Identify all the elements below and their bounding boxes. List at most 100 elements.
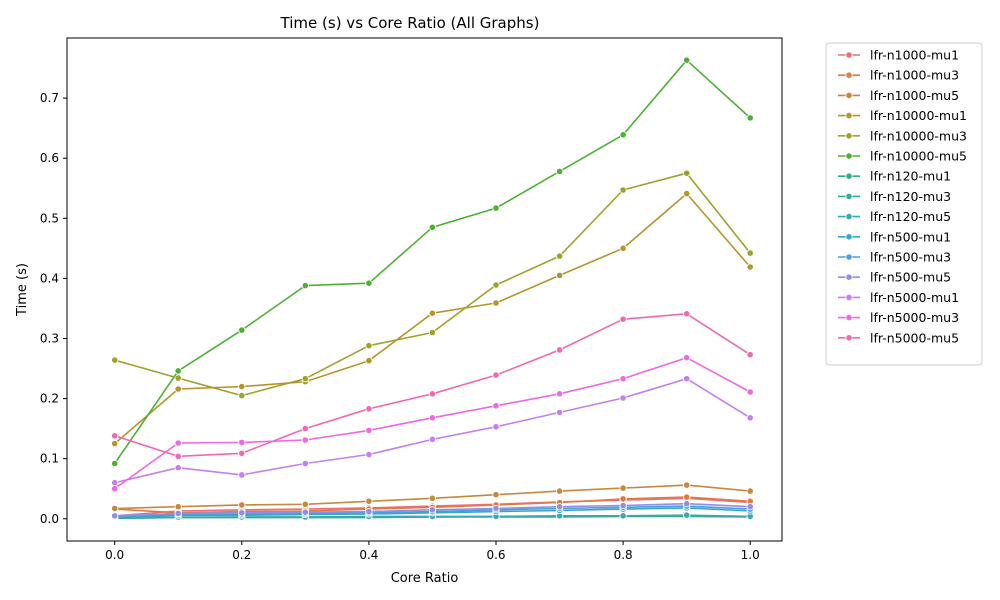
data-point: [238, 501, 246, 509]
legend-item: lfr-n10000-mu1: [838, 108, 967, 123]
y-tick-label: 0.1: [40, 452, 59, 466]
legend-marker-swatch: [845, 172, 853, 180]
data-point: [365, 342, 373, 350]
x-tick-label: 1.0: [741, 548, 760, 562]
legend-label: lfr-n120-mu5: [870, 209, 951, 224]
data-point: [111, 459, 119, 468]
series-line: [114, 356, 751, 490]
x-tick-label: 0.2: [232, 548, 251, 562]
legend-marker-swatch: [845, 91, 853, 100]
legend-marker-swatch: [845, 213, 853, 221]
data-point: [301, 424, 309, 433]
y-tick-label: 0.3: [40, 331, 59, 345]
legend-item: lfr-n500-mu1: [838, 229, 951, 244]
legend-label: lfr-n10000-mu5: [870, 149, 967, 164]
series-lfr-n5000-mu3: [111, 354, 754, 493]
data-point: [619, 244, 627, 252]
data-point: [301, 500, 309, 508]
data-point: [555, 252, 564, 260]
data-point: [174, 452, 182, 460]
y-tick-label: 0.6: [40, 151, 59, 165]
data-point: [619, 186, 627, 194]
data-point: [301, 508, 309, 516]
y-tick-label: 0.2: [40, 392, 59, 406]
data-point: [428, 223, 436, 231]
legend-item: lfr-n5000-mu3: [838, 310, 959, 325]
series-line: [114, 192, 751, 445]
data-point: [746, 263, 754, 271]
series-lfr-n5000-mu1: [111, 375, 754, 487]
legend-marker-swatch: [845, 112, 853, 120]
y-tick-label: 0.0: [40, 512, 59, 526]
data-point: [746, 388, 754, 396]
data-point: [555, 408, 564, 416]
legend-item: lfr-n5000-mu1: [838, 290, 959, 305]
data-point: [492, 281, 500, 289]
y-axis-title: Time (s): [15, 263, 30, 317]
legend-marker-swatch: [845, 71, 853, 79]
y-tick-label: 0.4: [40, 271, 59, 285]
y-tick-label: 0.7: [40, 91, 59, 105]
data-point: [492, 491, 500, 499]
data-point: [555, 390, 564, 398]
data-point: [238, 438, 246, 446]
data-point: [492, 504, 500, 513]
data-point: [746, 114, 754, 122]
legend-label: lfr-n500-mu3: [870, 250, 951, 265]
data-point: [555, 271, 564, 279]
data-point: [619, 131, 627, 139]
data-point: [555, 503, 564, 511]
legend-label: lfr-n500-mu5: [870, 270, 951, 285]
legend-marker-swatch: [845, 51, 853, 59]
data-point: [428, 494, 436, 502]
data-point: [555, 487, 564, 495]
legend-item: lfr-n120-mu3: [838, 189, 951, 204]
data-point: [365, 497, 373, 505]
legend-item: lfr-n1000-mu1: [838, 48, 959, 63]
series-lfr-n10000-mu3: [111, 169, 754, 400]
legend-marker-swatch: [845, 334, 853, 342]
legend-marker-swatch: [845, 253, 853, 261]
series-layer: [111, 56, 754, 522]
data-point: [301, 375, 309, 383]
plot-area: 0.0 0.2 0.4 0.6 0.8 1.0 0.0 0.1 0.2 0.3 0.4 0.5 0.6…: [40, 37, 783, 562]
data-point: [746, 503, 754, 511]
series-lfr-n5000-mu5: [111, 310, 754, 460]
legend-items: lfr-n1000-mu1 lfr-n1000-mu3 lfr-n1000-mu5 l…: [838, 48, 967, 345]
data-point: [683, 190, 691, 198]
data-point: [619, 394, 627, 402]
chart-title: Time (s) vs Core Ratio (All Graphs): [280, 14, 540, 32]
data-point: [365, 405, 373, 413]
legend-marker-swatch: [845, 293, 853, 301]
series-line: [114, 172, 751, 397]
data-point: [428, 414, 436, 422]
data-point: [619, 501, 627, 510]
y-tick-label: 0.5: [40, 211, 59, 225]
data-point: [111, 485, 119, 493]
x-tick-label: 0.4: [359, 548, 378, 562]
data-point: [111, 512, 119, 520]
x-tick-label: 0.8: [614, 548, 633, 562]
data-point: [619, 315, 627, 323]
data-point: [111, 432, 119, 440]
y-axis: 0.0 0.1 0.2 0.3 0.4 0.5 0.6 0.7: [40, 91, 67, 526]
data-point: [619, 375, 627, 383]
data-point: [174, 367, 182, 375]
data-point: [174, 503, 182, 511]
data-point: [111, 504, 119, 513]
legend-item: lfr-n1000-mu5: [838, 88, 959, 103]
data-point: [619, 484, 627, 492]
data-point: [428, 328, 436, 337]
legend-item: lfr-n5000-mu5: [838, 330, 959, 345]
legend-item: lfr-n10000-mu3: [838, 128, 967, 143]
series-lfr-n1000-mu5: [111, 481, 754, 513]
data-point: [746, 487, 754, 495]
legend-label: lfr-n1000-mu5: [870, 88, 959, 103]
legend-label: lfr-n10000-mu1: [870, 108, 967, 123]
legend-label: lfr-n1000-mu3: [870, 68, 959, 83]
data-point: [428, 506, 436, 514]
data-point: [683, 493, 691, 501]
data-point: [746, 351, 754, 359]
data-point: [238, 382, 246, 391]
